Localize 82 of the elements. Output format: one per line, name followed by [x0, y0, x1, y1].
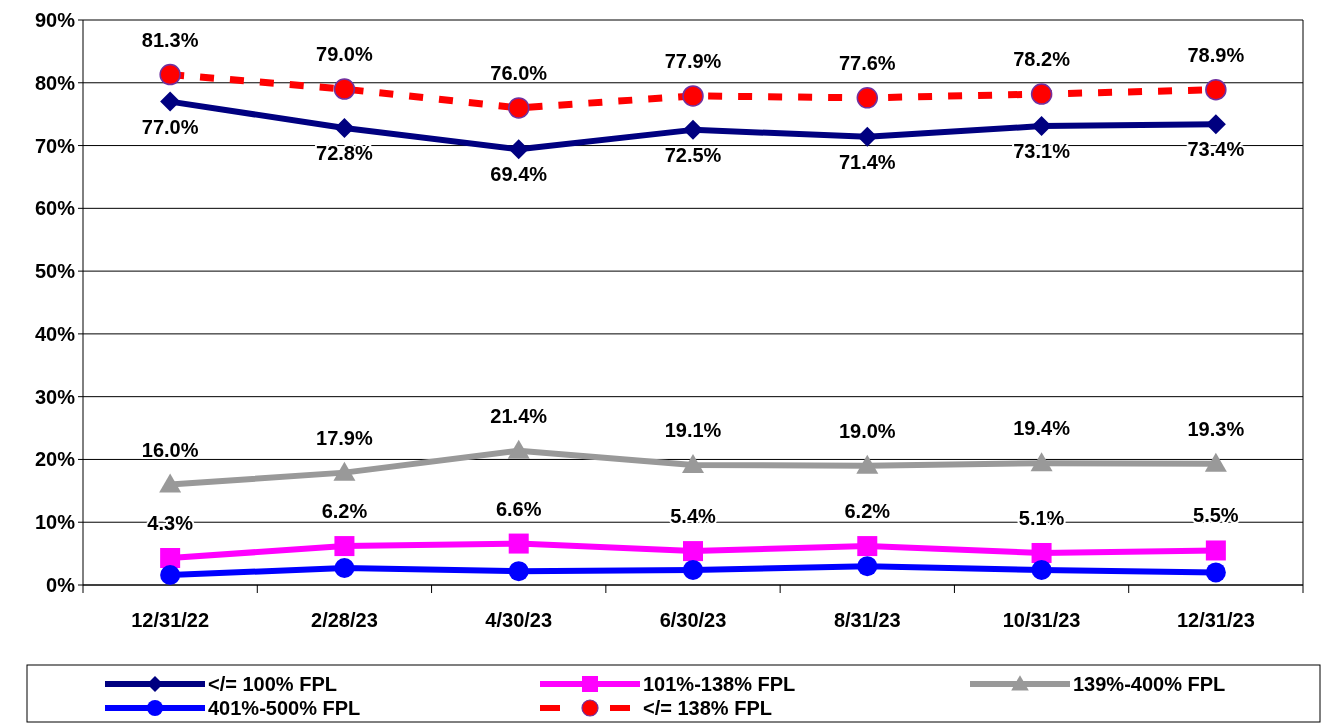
data-label: 5.4%: [670, 505, 717, 528]
point: [683, 541, 703, 562]
legend-label: </= 138% FPL: [643, 697, 772, 719]
point: [507, 439, 530, 459]
data-label: 6.2%: [321, 500, 368, 523]
point: [159, 63, 181, 86]
point: [160, 91, 181, 112]
point: [1031, 559, 1052, 580]
point: [1205, 78, 1227, 101]
data-label: 79.0%: [316, 43, 373, 66]
point: [856, 87, 879, 109]
point: [1205, 540, 1226, 561]
data-label: 19.3%: [1187, 417, 1245, 440]
data-label: 5.5%: [1193, 504, 1239, 527]
point: [334, 558, 355, 579]
point: [333, 461, 356, 481]
legend-label: </= 100% FPL: [208, 673, 337, 695]
point: [159, 473, 182, 493]
data-label: 19.4%: [1013, 417, 1071, 440]
data-label: 21.4%: [490, 404, 548, 427]
x-tick-label: 10/31/23: [1002, 609, 1081, 631]
data-label: 16.0%: [141, 438, 199, 461]
point: [508, 561, 529, 582]
point: [857, 536, 878, 557]
data-label: 78.2%: [1013, 48, 1071, 71]
point: [856, 454, 879, 474]
point: [682, 85, 704, 107]
x-tick-label: 6/30/23: [659, 609, 727, 631]
data-label: 77.0%: [141, 115, 199, 138]
point: [334, 117, 355, 138]
point: [857, 556, 878, 577]
data-label: 6.6%: [495, 497, 542, 520]
data-label: 78.9%: [1187, 43, 1245, 66]
point: [1205, 114, 1226, 135]
data-label: 81.3%: [141, 28, 199, 51]
point: [1030, 452, 1053, 472]
x-tick-label: 8/31/23: [833, 609, 901, 631]
x-tick-label: 12/31/23: [1176, 609, 1255, 631]
legend-label: 139%-400% FPL: [1073, 673, 1226, 695]
point: [1205, 562, 1226, 583]
point: [682, 454, 704, 474]
y-tick-label: 90%: [34, 9, 76, 31]
data-label: 77.9%: [664, 49, 722, 72]
y-tick-label: 30%: [34, 385, 76, 408]
data-label: 71.4%: [838, 150, 896, 173]
point: [1031, 116, 1052, 137]
point: [333, 78, 356, 100]
y-tick-label: 50%: [34, 260, 76, 283]
point: [508, 533, 529, 554]
point: [507, 97, 530, 119]
y-tick-label: 10%: [34, 511, 76, 534]
y-tick-label: 40%: [34, 322, 76, 345]
point: [334, 536, 355, 557]
point: [683, 119, 703, 140]
y-tick-label: 80%: [34, 71, 76, 94]
x-tick-label: 12/31/22: [131, 609, 210, 631]
data-label: 19.0%: [838, 419, 896, 442]
point: [1030, 83, 1053, 105]
point: [160, 548, 181, 569]
x-tick-label: 2/28/23: [311, 609, 378, 631]
data-label: 72.5%: [664, 143, 722, 166]
data-label: 6.2%: [844, 500, 891, 523]
data-label: 19.1%: [664, 419, 722, 442]
y-tick-label: 20%: [34, 448, 76, 471]
y-tick-label: 70%: [34, 134, 76, 157]
data-label: 76.0%: [490, 61, 548, 84]
point: [508, 139, 529, 160]
legend-label: 101%-138% FPL: [643, 673, 796, 695]
point: [683, 559, 703, 580]
x-tick-label: 4/30/23: [485, 609, 553, 631]
data-label: 69.4%: [490, 163, 548, 186]
point: [857, 126, 878, 147]
y-tick-label: 60%: [34, 197, 76, 220]
point: [1031, 542, 1052, 563]
y-tick-label: 0%: [46, 574, 76, 596]
point: [1204, 452, 1227, 472]
legend-label: 401%-500% FPL: [208, 697, 361, 719]
data-label: 17.9%: [316, 426, 373, 449]
point: [160, 564, 181, 585]
data-label: 77.6%: [838, 51, 896, 74]
data-label: 72.8%: [316, 141, 373, 164]
data-label: 73.1%: [1013, 140, 1071, 163]
